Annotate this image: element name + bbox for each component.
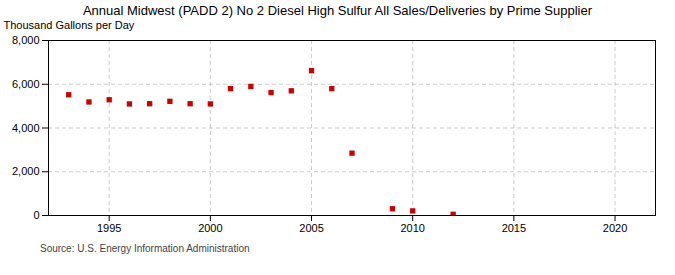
svg-text:2005: 2005	[299, 222, 323, 234]
svg-text:2010: 2010	[400, 222, 424, 234]
svg-text:0: 0	[33, 209, 39, 221]
svg-text:2000: 2000	[198, 222, 222, 234]
svg-text:8,000: 8,000	[12, 34, 40, 46]
html-text:Source: U.S. Energy Informatio: Source: U.S. Energy Information Administ…	[40, 243, 250, 254]
svg-text:2,000: 2,000	[12, 165, 40, 177]
svg-text:4,000: 4,000	[12, 122, 40, 134]
svg-text:1995: 1995	[97, 222, 121, 234]
svg-text:Thousand Gallons per Day: Thousand Gallons per Day	[4, 19, 135, 31]
svg-text:2020: 2020	[603, 222, 627, 234]
svg-text:2015: 2015	[502, 222, 526, 234]
svg-text:6,000: 6,000	[12, 78, 40, 90]
html-text:Annual Midwest (PADD 2) No 2 D: Annual Midwest (PADD 2) No 2 Diesel High…	[82, 3, 593, 18]
